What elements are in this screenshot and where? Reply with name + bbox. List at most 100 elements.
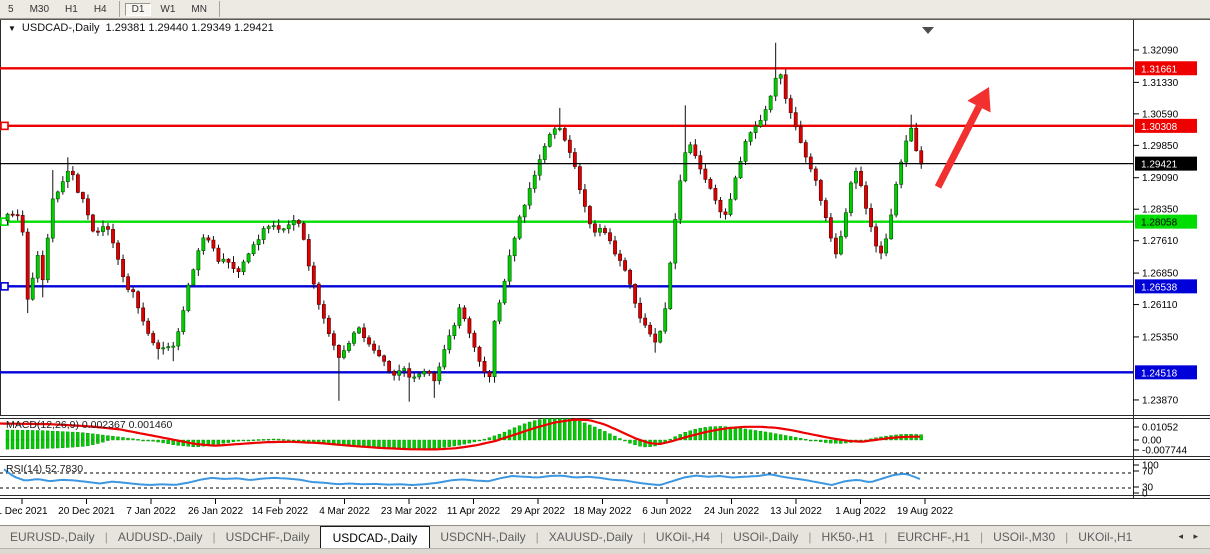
candle-body: [884, 238, 889, 254]
candle-body: [467, 318, 472, 334]
chart-tab-audusddaily[interactable]: AUDUSD-,Daily: [117, 530, 203, 544]
chart-tab-usoildaily[interactable]: USOil-,Daily: [733, 530, 799, 544]
macd-histogram-bar: [819, 439, 823, 442]
candle-body: [216, 247, 221, 262]
current-price-badge-label: 1.29421: [1141, 160, 1178, 171]
price-tick-label: 1.31330: [1142, 78, 1179, 89]
macd-histogram-bar: [281, 439, 286, 441]
level-badge-label: 1.28058: [1141, 218, 1178, 229]
chart-tab-usdcnhdaily[interactable]: USDCNH-,Daily: [440, 530, 526, 544]
candle-body: [25, 231, 30, 300]
macd-histogram-bar: [457, 439, 461, 446]
timeframe-button-D1[interactable]: D1: [124, 2, 152, 16]
timeframe-button-H1[interactable]: H1: [65, 3, 78, 15]
date-label: 29 Apr 2022: [511, 506, 565, 517]
rsi-tick-label: 30: [1142, 483, 1154, 494]
date-label: 11 Apr 2022: [447, 506, 501, 517]
timeframe-button-MN[interactable]: MN: [191, 3, 207, 15]
tab-divider: |: [980, 530, 984, 544]
chart-tab-usoilm30[interactable]: USOil-,M30: [993, 530, 1056, 544]
candle-body: [251, 244, 256, 255]
candle-body: [126, 276, 130, 290]
candle-body: [5, 213, 10, 222]
macd-histogram-bar: [121, 437, 125, 441]
candle-body: [91, 214, 95, 232]
shift-marker-icon[interactable]: [922, 27, 934, 34]
macd-indicator-label: MACD(12,26,9) 0.002367 0.001460: [6, 419, 173, 431]
candle-body: [407, 368, 412, 378]
macd-histogram-bar: [718, 426, 723, 441]
candle-body: [643, 317, 648, 326]
candle-body: [236, 268, 241, 273]
candle-body: [718, 199, 723, 213]
candle-body: [387, 361, 392, 372]
macd-histogram-bar-low: [66, 439, 70, 448]
chart-tab-usdcaddaily[interactable]: USDCAD-,Daily: [319, 526, 431, 551]
candle-body: [683, 152, 688, 182]
candle-body: [427, 371, 432, 374]
macd-histogram-bar: [30, 430, 35, 441]
macd-histogram-bar: [412, 439, 416, 450]
chart-tab-ukoilh4[interactable]: UKOil-,H4: [655, 530, 710, 544]
candle-body: [914, 127, 919, 152]
macd-histogram-bar: [793, 437, 798, 441]
price-tick-label: 1.27610: [1142, 236, 1179, 247]
macd-histogram-bar-low: [30, 439, 35, 449]
level-handle[interactable]: [0, 121, 9, 131]
candle-body: [758, 120, 763, 127]
chart-tab-xauusddaily[interactable]: XAUUSD-,Daily: [548, 530, 633, 544]
tab-divider: |: [1065, 530, 1069, 544]
macd-histogram-bar: [20, 430, 25, 441]
macd-histogram-bar-low: [61, 439, 65, 449]
macd-histogram-bar: [271, 438, 276, 441]
candle-body: [191, 269, 196, 286]
candle-body: [562, 128, 567, 141]
macd-histogram-bar: [563, 418, 567, 441]
candle-body: [116, 242, 120, 260]
symbol-dropdown-icon[interactable]: ▼: [8, 23, 16, 33]
candle-body: [708, 179, 713, 189]
candle-body: [261, 228, 266, 240]
candle-body: [648, 324, 653, 335]
macd-histogram-bar-low: [71, 439, 75, 448]
trend-arrow-shaft[interactable]: [934, 105, 983, 189]
timeframe-button-W1[interactable]: W1: [160, 3, 176, 15]
chart-tab-usdchfdaily[interactable]: USDCHF-,Daily: [225, 530, 310, 544]
macd-histogram-bar: [547, 418, 552, 441]
macd-histogram-bar: [593, 426, 597, 441]
macd-histogram-bar: [713, 426, 718, 441]
macd-histogram-bar: [598, 428, 602, 441]
level-badge-label: 1.24518: [1141, 368, 1178, 379]
chart-tab-ukoilh1[interactable]: UKOil-,H1: [1078, 530, 1133, 544]
trend-arrow-head[interactable]: [967, 87, 991, 113]
macd-tick-label: 0.00: [1142, 436, 1162, 447]
candle-body: [693, 144, 698, 156]
macd-histogram-bar: [35, 430, 40, 441]
chart-tab-hk50h1[interactable]: HK50-,H1: [821, 530, 875, 544]
candle-body: [286, 224, 291, 230]
timeframe-button-H4[interactable]: H4: [93, 3, 107, 15]
macd-histogram-bar: [643, 439, 647, 448]
chart-tab-eurusddaily[interactable]: EURUSD-,Daily: [10, 530, 95, 544]
candle-body: [738, 161, 743, 179]
candle-body: [572, 152, 577, 167]
macd-histogram-bar-low: [56, 439, 60, 449]
candle-body: [919, 150, 924, 165]
level-handle[interactable]: [0, 282, 9, 291]
macd-histogram-bar: [407, 439, 411, 450]
tabbar-scroll-arrows[interactable]: ◂ ▸: [1178, 531, 1202, 541]
macd-histogram-bar: [40, 430, 45, 441]
macd-histogram-bar: [824, 439, 828, 443]
timeframe-button-M30[interactable]: M30: [29, 3, 50, 15]
candle-body: [472, 332, 477, 348]
candle-body: [698, 155, 703, 170]
chart-tab-eurchfh1[interactable]: EURCHF-,H1: [897, 530, 971, 544]
tab-divider: |: [719, 530, 724, 544]
candle-body: [598, 228, 602, 233]
macd-histogram-bar-low: [76, 439, 80, 447]
macd-histogram-bar: [477, 439, 482, 442]
candle-body: [136, 291, 141, 309]
macd-histogram-bar-low: [40, 439, 45, 449]
timeframe-button-5[interactable]: 5: [8, 3, 14, 15]
